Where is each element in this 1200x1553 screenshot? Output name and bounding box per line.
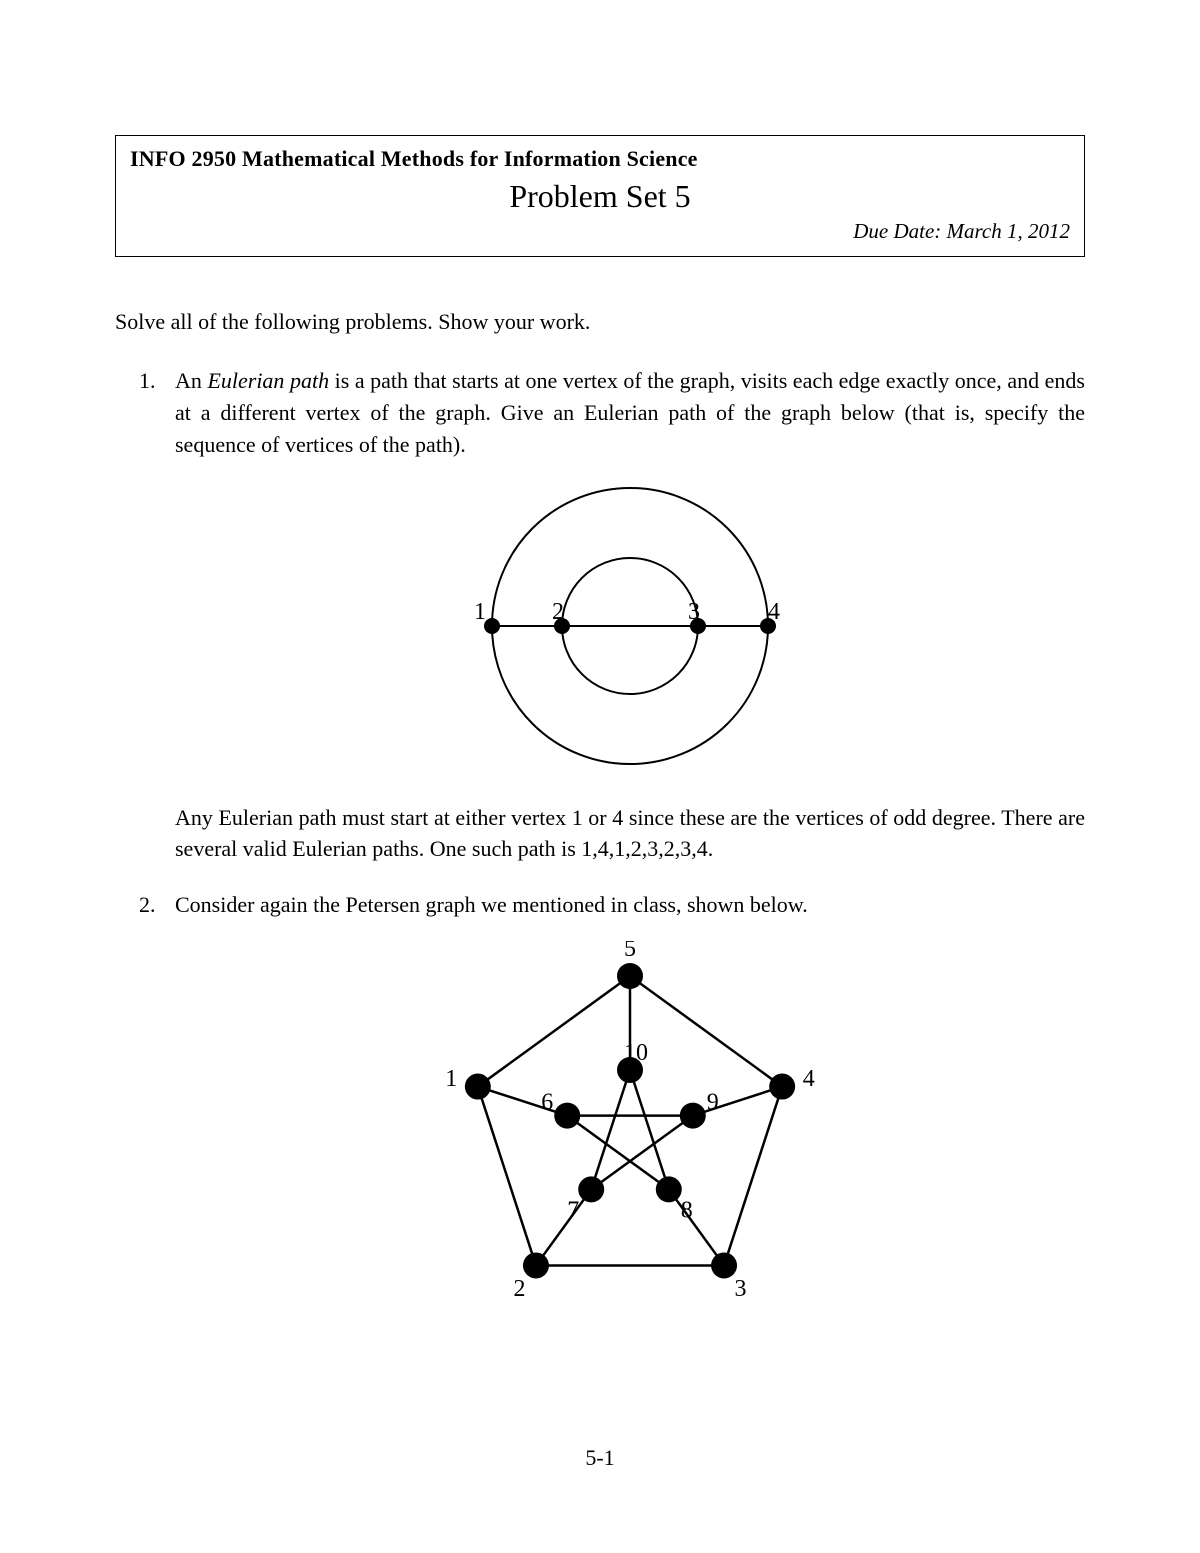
page: INFO 2950 Mathematical Methods for Infor… xyxy=(0,0,1200,1553)
course-title: INFO 2950 Mathematical Methods for Infor… xyxy=(130,146,1070,172)
svg-text:4: 4 xyxy=(768,599,780,625)
svg-text:2: 2 xyxy=(552,599,564,625)
svg-text:10: 10 xyxy=(624,1040,648,1066)
svg-text:4: 4 xyxy=(803,1066,815,1092)
figure-1-wrap: 1 2 3 4 xyxy=(175,481,1085,780)
problem-2-text: Consider again the Petersen graph we men… xyxy=(175,892,808,917)
svg-text:9: 9 xyxy=(707,1090,719,1116)
svg-text:6: 6 xyxy=(541,1090,553,1116)
svg-text:1: 1 xyxy=(445,1066,457,1092)
problem-set-title: Problem Set 5 xyxy=(130,178,1070,215)
problem-list: 1. An Eulerian path is a path that start… xyxy=(149,365,1085,1330)
page-number: 5-1 xyxy=(0,1445,1200,1471)
problem-number: 2. xyxy=(139,889,156,921)
svg-text:1: 1 xyxy=(474,599,486,625)
eulerian-graph: 1 2 3 4 xyxy=(450,481,810,771)
svg-text:3: 3 xyxy=(688,599,700,625)
due-date: Due Date: March 1, 2012 xyxy=(130,219,1070,244)
svg-text:7: 7 xyxy=(567,1198,579,1224)
svg-text:2: 2 xyxy=(513,1276,525,1302)
problem-text-pre: An xyxy=(175,368,207,393)
problem-1-answer: Any Eulerian path must start at either v… xyxy=(175,802,1085,866)
figure-2-wrap: 5 4 3 2 1 10 9 8 7 6 xyxy=(175,941,1085,1330)
problem-number: 1. xyxy=(139,365,156,397)
problem-2: 2. Consider again the Petersen graph we … xyxy=(149,889,1085,1330)
problem-1: 1. An Eulerian path is a path that start… xyxy=(149,365,1085,865)
instructions: Solve all of the following problems. Sho… xyxy=(115,309,1085,335)
petersen-graph: 5 4 3 2 1 10 9 8 7 6 xyxy=(410,941,850,1321)
svg-text:8: 8 xyxy=(681,1198,693,1224)
problem-term: Eulerian path xyxy=(207,368,329,393)
svg-text:5: 5 xyxy=(624,941,636,962)
svg-text:3: 3 xyxy=(735,1276,747,1302)
title-box: INFO 2950 Mathematical Methods for Infor… xyxy=(115,135,1085,257)
